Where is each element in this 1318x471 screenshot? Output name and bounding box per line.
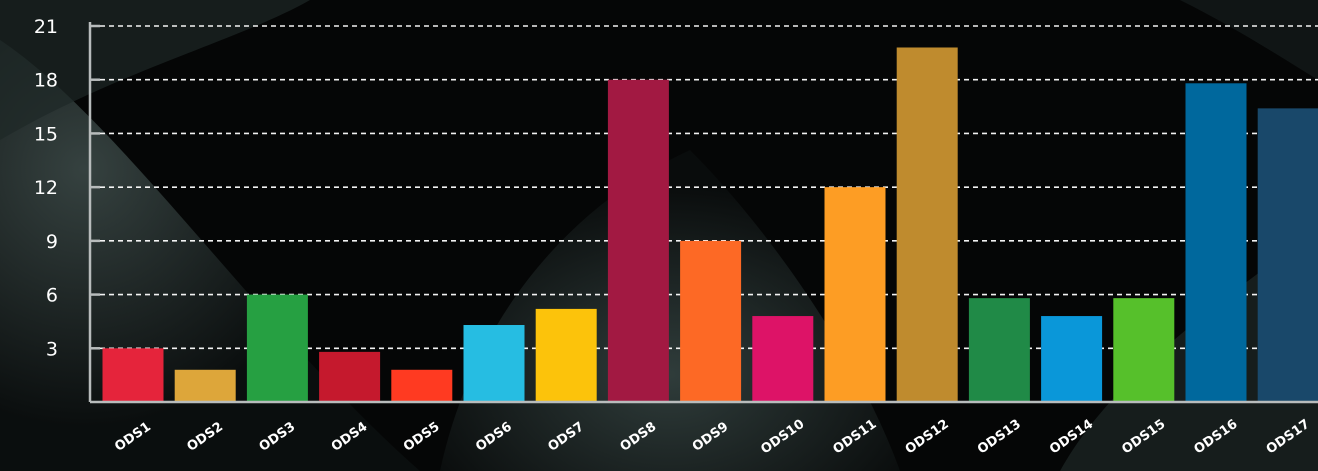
x-tick-label: ODS1 [112, 419, 154, 454]
x-tick-label: ODS3 [257, 419, 299, 454]
bar-ods11 [824, 187, 886, 402]
x-tick-label: ODS5 [401, 419, 443, 454]
bar-ods2 [174, 369, 236, 402]
x-tick-label: ODS15 [1119, 417, 1168, 458]
x-axis-labels: ODS1 ODS2 ODS3 ODS4 ODS5 ODS6 ODS7 ODS8 ODS9 ODS1… [112, 417, 1312, 458]
bar-ods16 [1185, 83, 1247, 403]
x-tick-label: ODS14 [1047, 417, 1096, 458]
y-tick-label: 3 [46, 338, 58, 360]
x-tick-label: ODS8 [618, 419, 660, 454]
bar-ods4 [319, 351, 381, 402]
bar-ods15 [1113, 298, 1175, 402]
x-tick-label: ODS12 [903, 417, 952, 458]
bar-ods7 [535, 308, 597, 402]
y-tick-label: 9 [46, 231, 58, 253]
y-tick-label: 15 [34, 123, 58, 145]
x-tick-label: ODS16 [1191, 417, 1240, 458]
x-tick-label: ODS2 [184, 419, 226, 454]
bar-ods3 [246, 294, 308, 402]
x-tick-label: ODS6 [473, 419, 515, 454]
bar-ods1 [102, 348, 164, 402]
bar-ods5 [391, 369, 453, 402]
y-tick-label: 21 [34, 16, 58, 38]
y-tick-label: 6 [46, 285, 58, 307]
y-axis-ticks: 3 6 9 12 15 18 21 [34, 16, 58, 360]
bar-ods6 [463, 325, 525, 402]
y-tick-label: 12 [34, 177, 58, 199]
bar-ods14 [1041, 316, 1103, 402]
bar-ods17 [1257, 108, 1318, 402]
x-tick-label: ODS9 [690, 419, 732, 454]
bar-ods13 [968, 298, 1030, 402]
x-tick-label: ODS10 [758, 417, 807, 458]
bar-ods12 [896, 47, 958, 402]
bar-ods10 [752, 316, 814, 402]
bars [102, 47, 1318, 403]
bar-ods8 [607, 79, 669, 402]
x-tick-label: ODS17 [1264, 417, 1313, 458]
x-tick-label: ODS7 [545, 419, 587, 454]
y-tick-label: 18 [34, 70, 58, 92]
x-tick-label: ODS11 [830, 417, 879, 458]
axes [88, 22, 1318, 404]
x-tick-label: ODS4 [329, 419, 371, 454]
x-tick-label: ODS13 [975, 417, 1024, 458]
bar-ods9 [680, 240, 742, 402]
